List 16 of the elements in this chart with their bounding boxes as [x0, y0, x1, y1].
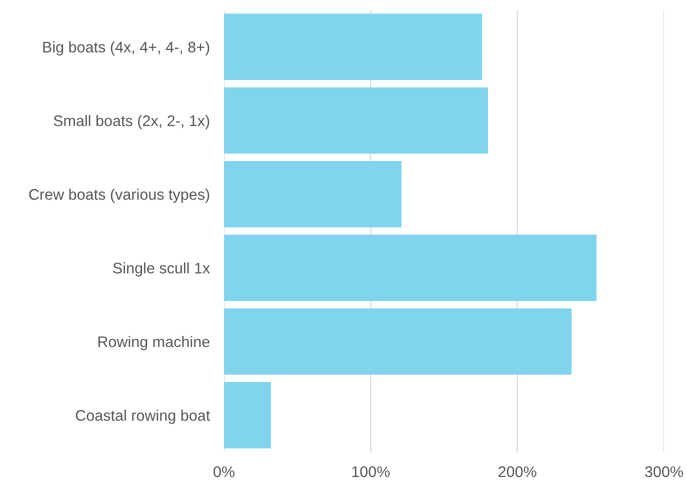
x-tick-label: 200% — [498, 466, 536, 478]
y-tick-label: Crew boats (various types) — [29, 188, 210, 203]
y-tick-label: Coastal rowing boat — [76, 410, 210, 424]
bar — [224, 161, 402, 228]
bar — [224, 234, 597, 301]
x-tick-label: 100% — [352, 466, 390, 478]
x-tick-label: 300% — [645, 466, 683, 478]
y-tick-label: Single scull 1x — [113, 262, 210, 277]
bar — [224, 14, 482, 80]
y-tick-label: Big boats (4x, 4+, 4-, 8+) — [43, 41, 210, 56]
bar — [224, 382, 271, 448]
bar — [224, 87, 488, 154]
x-tick-label: 0% — [214, 466, 234, 478]
y-tick-label: Rowing machine — [98, 336, 210, 350]
bar — [224, 308, 572, 375]
y-tick-label: Small boats (2x, 2-, 1x) — [54, 114, 210, 130]
